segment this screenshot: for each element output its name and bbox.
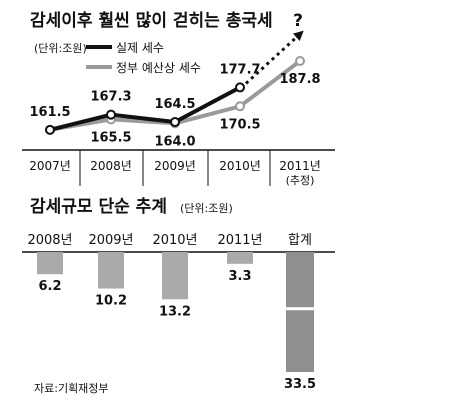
bar (37, 252, 63, 275)
bar-category-label: 2008년 (27, 233, 72, 248)
series-line-actual (49, 85, 241, 132)
bar (227, 252, 253, 264)
projection-arrow (244, 30, 304, 85)
data-label-actual: 164.5 (154, 97, 195, 112)
data-label-budget: 165.5 (90, 130, 131, 145)
bar-category-label: 합계 (288, 233, 312, 248)
data-label-budget: 170.5 (219, 117, 260, 132)
bar (162, 252, 188, 300)
bar-value-label: 13.2 (159, 304, 191, 319)
bar-value-label: 3.3 (228, 269, 251, 284)
data-label-actual: 167.3 (90, 90, 131, 105)
x-tick-label: 2010년 (219, 159, 261, 173)
line-chart-x-labels: 2007년 2008년 2009년 2010년 2011년(추정) (29, 150, 321, 187)
bar (98, 252, 124, 289)
x-tick-label: 2009년 (154, 159, 196, 173)
bar-value-label: 33.5 (284, 377, 316, 392)
line-chart-plot: 161.5 167.3 164.5 177.7 165.5 164.0 170.5 187.8 (29, 30, 321, 149)
bar-chart-unit-note: (단위:조원) (180, 202, 233, 215)
data-label-budget: 187.8 (279, 72, 320, 87)
line-chart-future-marker: ? (293, 11, 303, 31)
point-budget (295, 55, 305, 66)
x-tick-sublabel: (추정) (286, 174, 315, 187)
data-label-actual: 161.5 (29, 105, 70, 120)
point-actual (45, 124, 55, 135)
legend-label-budget: 정부 예산상 세수 (116, 61, 201, 75)
bar-value-label: 6.2 (38, 279, 61, 294)
line-chart-title: 감세이후 훨씬 많이 걷히는 총국세 (30, 10, 273, 31)
bar-chart-plot: 2008년 2009년 2010년 2011년 합계 6.2 10.2 13.2 3.3 33.5 (27, 233, 316, 392)
bar-total-segment-lower (286, 310, 314, 372)
point-actual (235, 82, 245, 93)
point-budget (235, 101, 245, 112)
point-actual (170, 116, 180, 127)
bar-value-label: 10.2 (95, 294, 127, 309)
legend-label-actual: 실제 세수 (116, 41, 164, 55)
data-label-budget: 164.0 (154, 134, 195, 149)
bar-total-segment-upper (286, 252, 314, 308)
x-tick-label: 2008년 (90, 159, 132, 173)
data-label-actual: 177.7 (219, 62, 260, 77)
bar-chart-title: 감세규모 단순 추계 (30, 197, 167, 217)
source-note: 자료:기획재정부 (34, 382, 109, 395)
x-tick-label: 2011년 (279, 159, 321, 173)
point-actual (106, 109, 116, 120)
line-chart-unit-note: (단위:조원) (34, 42, 87, 55)
bar-category-label: 2011년 (217, 233, 262, 248)
bar-category-label: 2010년 (152, 233, 197, 248)
x-tick-label: 2007년 (29, 159, 71, 173)
bar-category-label: 2009년 (88, 233, 133, 248)
